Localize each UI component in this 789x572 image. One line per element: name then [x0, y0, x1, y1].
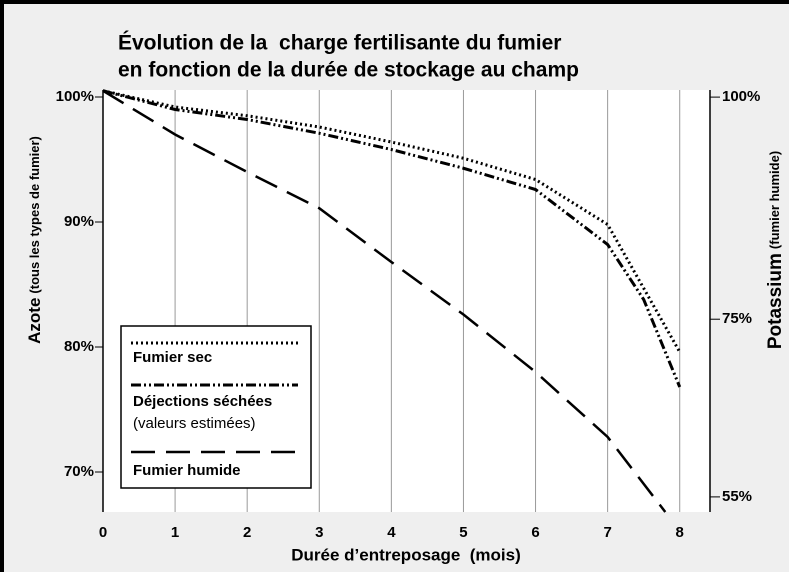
y-axis-label: Azote (tous les types de fumier)	[25, 136, 44, 344]
x-tick-label: 2	[243, 524, 251, 541]
x-tick-label: 6	[531, 524, 539, 541]
y-tick-label: 70%	[64, 463, 94, 480]
legend-label: Fumier humide	[133, 462, 241, 479]
y2-axis-label-note: (fumier humide)	[767, 151, 782, 249]
legend-note: (valeurs estimées)	[133, 415, 256, 432]
legend-label: Déjections séchées	[133, 393, 272, 410]
y2-axis-label: Potassium (fumier humide)	[765, 151, 786, 349]
chart-title: Évolution de la charge fertilisante du f…	[118, 32, 561, 55]
x-tick-label: 0	[99, 524, 107, 541]
y-tick-label: 90%	[64, 213, 94, 230]
y2-tick-label: 100%	[722, 88, 760, 105]
y-axis-label-note: (tous les types de fumier)	[27, 136, 42, 293]
x-tick-label: 4	[387, 524, 396, 541]
x-tick-label: 3	[315, 524, 323, 541]
chart-title: en fonction de la durée de stockage au c…	[118, 59, 579, 82]
x-tick-label: 7	[603, 524, 611, 541]
x-tick-label: 1	[171, 524, 179, 541]
y2-tick-label: 55%	[722, 488, 752, 505]
y2-tick-label: 75%	[722, 310, 752, 327]
legend-label: Fumier sec	[133, 349, 212, 366]
series-line	[102, 89, 667, 513]
y-tick-label: 80%	[64, 338, 94, 355]
y2-axis-label-main: Potassium	[765, 253, 786, 349]
series-line	[102, 89, 682, 388]
x-tick-label: 5	[459, 524, 467, 541]
legend-box	[120, 325, 312, 489]
y-tick-label: 100%	[56, 88, 94, 105]
y-axis-label-main: Azote	[25, 298, 44, 344]
x-axis-label: Durée d’entreposage (mois)	[291, 545, 521, 564]
x-tick-label: 8	[676, 524, 684, 541]
